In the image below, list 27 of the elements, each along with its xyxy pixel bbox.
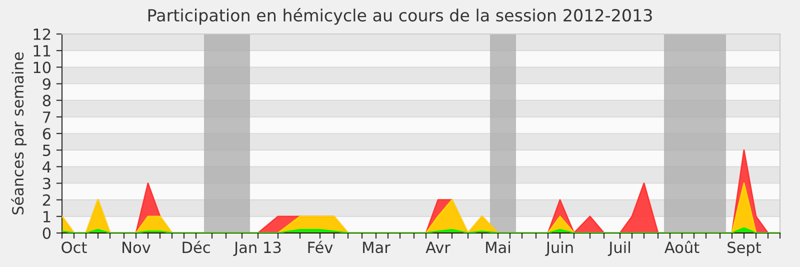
x-tick-label: Oct <box>62 242 87 254</box>
y-tick-label: 4 <box>42 161 51 172</box>
y-tick-label: 8 <box>42 94 51 106</box>
y-tick-label: 11 <box>34 45 50 56</box>
x-tick-label: Août <box>664 240 700 254</box>
x-tick-label: Jan 13 <box>233 242 281 256</box>
y-tick-label: 9 <box>42 78 51 90</box>
x-tick-label: Juin <box>545 241 573 256</box>
x-tick-label: Mai <box>486 241 510 254</box>
x-tick-label: Fév <box>308 240 333 254</box>
y-tick-label: 2 <box>42 194 50 206</box>
x-tick-label: Déc <box>182 240 210 254</box>
y-tick-label: 6 <box>42 128 51 140</box>
y-tick-label: 3 <box>43 178 50 190</box>
chart-title: Participation en hémicycle au cours de la session 2012-2013 <box>148 8 652 25</box>
x-tick-label: Avr <box>426 242 450 253</box>
y-tick-label: 1 <box>44 211 50 222</box>
y-tick-label: 5 <box>43 144 50 156</box>
x-tick-label: Sept <box>728 242 762 256</box>
y-tick-label: 10 <box>34 62 51 74</box>
y-axis-title: Séances par semaine <box>11 52 27 214</box>
y-tick-label: 0 <box>42 227 51 240</box>
x-tick-label: Juil <box>608 241 630 256</box>
y-tick-label: 7 <box>43 112 50 123</box>
y-tick-label: 12 <box>34 28 50 40</box>
x-tick-label: Mar <box>363 242 390 254</box>
x-tick-label: Nov <box>122 242 150 254</box>
